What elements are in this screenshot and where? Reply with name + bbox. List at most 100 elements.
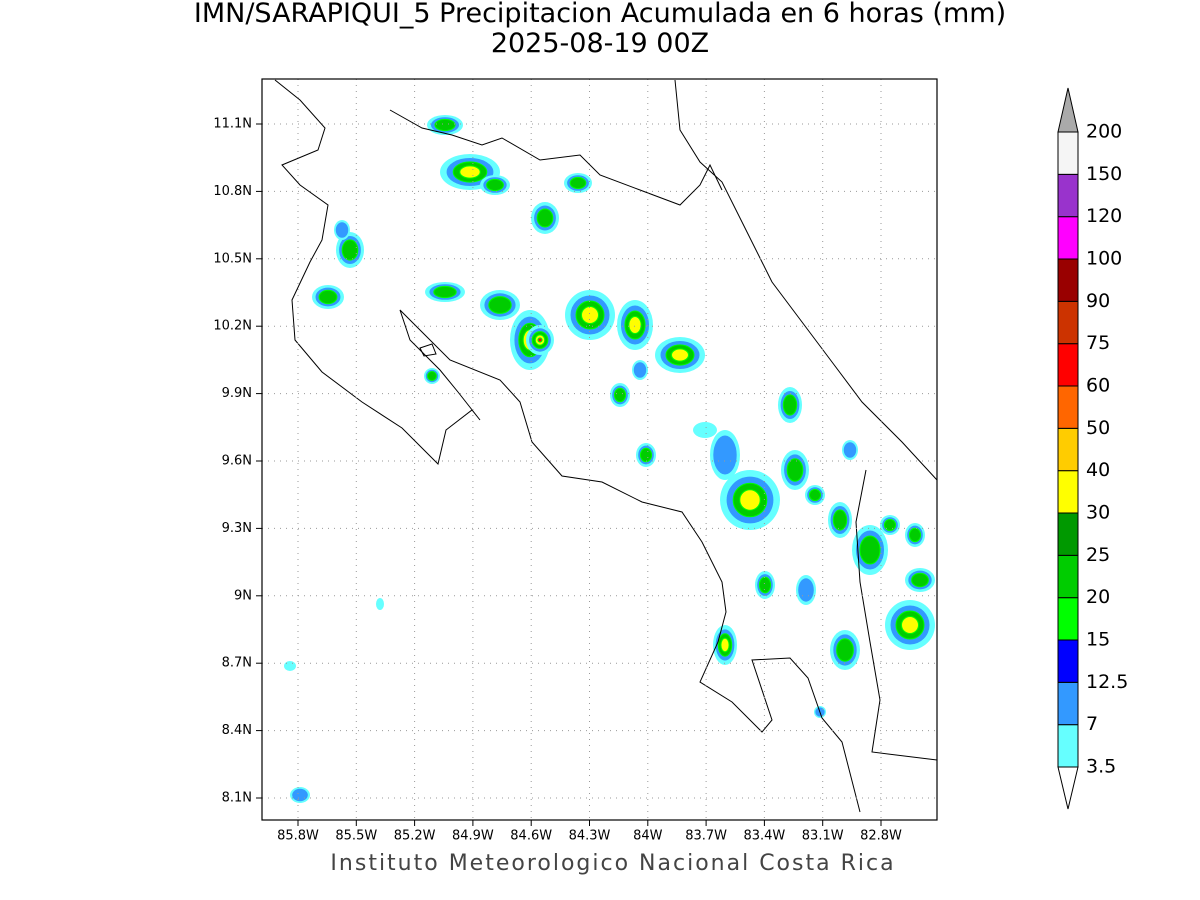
colorbar-label: 7 bbox=[1086, 713, 1098, 735]
precip-cell bbox=[427, 371, 437, 381]
precip-cell bbox=[581, 306, 599, 324]
precip-cell bbox=[376, 598, 384, 610]
lat-tick-label: 10.5N bbox=[213, 251, 252, 266]
precip-cell bbox=[798, 578, 814, 602]
precip-cell bbox=[433, 285, 457, 299]
precip-cell bbox=[292, 788, 308, 802]
precip-cell bbox=[486, 178, 504, 192]
lat-tick-label: 10.8N bbox=[213, 184, 252, 199]
colorbar-label: 200 bbox=[1086, 121, 1122, 143]
graticule: 85.8W 85.5W 85.2W 84.9W 84.6W 84.3W 84W 83.7W 83… bbox=[213, 79, 937, 844]
colorbar-box bbox=[1057, 554, 1079, 599]
precip-cell bbox=[908, 527, 922, 543]
colorbar-label: 150 bbox=[1086, 163, 1122, 185]
colorbar-box bbox=[1057, 216, 1079, 260]
precip-cell bbox=[739, 489, 761, 511]
colorbar-label: 90 bbox=[1086, 290, 1110, 312]
lon-tick-label: 85.2W bbox=[394, 829, 436, 844]
colorbar-box bbox=[1057, 724, 1079, 768]
precipitation-field bbox=[284, 115, 935, 803]
lat-tick-label: 8.7N bbox=[222, 656, 252, 671]
lat-tick-label: 9.9N bbox=[222, 386, 252, 401]
precip-cell bbox=[859, 535, 881, 565]
precip-cell bbox=[537, 337, 543, 343]
precip-cell bbox=[488, 296, 512, 314]
colorbar-box bbox=[1057, 681, 1079, 726]
colorbar-label: 100 bbox=[1086, 248, 1122, 270]
precip-cell bbox=[782, 394, 798, 416]
precip-cell bbox=[434, 118, 456, 132]
colorbar-label: 50 bbox=[1086, 417, 1110, 439]
colorbar-box bbox=[1057, 470, 1079, 514]
precip-cell bbox=[633, 362, 647, 378]
colorbar-box bbox=[1057, 173, 1079, 218]
lon-tick-label: 83.7W bbox=[685, 829, 727, 844]
coastlines bbox=[274, 79, 937, 813]
lon-tick-label: 84.9W bbox=[452, 829, 494, 844]
precip-cell bbox=[843, 442, 857, 458]
lat-tick-label: 9.6N bbox=[222, 454, 252, 469]
precip-cell bbox=[536, 208, 554, 228]
colorbar-label: 3.5 bbox=[1086, 756, 1116, 778]
lon-tick-label: 83.1W bbox=[802, 829, 844, 844]
precip-cell bbox=[341, 239, 359, 261]
lat-tick-label: 9.3N bbox=[222, 521, 252, 536]
colorbar-label: 20 bbox=[1086, 586, 1110, 608]
precip-cell bbox=[901, 616, 919, 634]
precip-cell bbox=[639, 447, 653, 463]
precip-cell bbox=[786, 458, 804, 482]
colorbar-under bbox=[1057, 766, 1079, 810]
colorbar-label: 30 bbox=[1086, 502, 1110, 524]
lat-tick-label: 11.1N bbox=[213, 117, 252, 132]
precip-cell bbox=[569, 176, 587, 190]
lat-tick-label: 9N bbox=[234, 588, 252, 603]
map-frame bbox=[261, 78, 938, 821]
colorbar-label: 40 bbox=[1086, 459, 1110, 481]
precip-cell bbox=[671, 348, 689, 362]
lon-tick-label: 84.6W bbox=[510, 829, 552, 844]
colorbar-label: 120 bbox=[1086, 205, 1122, 227]
precip-cell bbox=[693, 422, 717, 438]
precip-cell bbox=[335, 222, 349, 238]
precip-cell bbox=[911, 572, 929, 588]
lon-tick-label: 82.8W bbox=[860, 829, 902, 844]
colorbar-box bbox=[1057, 343, 1079, 387]
lat-tick-label: 8.1N bbox=[222, 791, 252, 806]
precip-cell bbox=[808, 488, 822, 502]
lat-tick-label: 10.2N bbox=[213, 319, 252, 334]
colorbar-box bbox=[1057, 385, 1079, 429]
colorbar-box bbox=[1057, 512, 1079, 556]
colorbar-box bbox=[1057, 639, 1079, 683]
lon-tick-label: 84.3W bbox=[569, 829, 611, 844]
precip-cell bbox=[720, 637, 730, 653]
colorbar-label: 12.5 bbox=[1086, 671, 1128, 693]
precip-cell bbox=[836, 638, 854, 662]
footer: Instituto Meteorologico Nacional Costa R… bbox=[330, 851, 895, 876]
precip-cell bbox=[713, 435, 737, 475]
precip-cell bbox=[284, 661, 296, 671]
colorbar-box bbox=[1057, 258, 1079, 302]
precip-cell bbox=[832, 509, 848, 531]
lon-tick-label: 85.8W bbox=[277, 829, 319, 844]
colorbar-label: 25 bbox=[1086, 544, 1110, 566]
precip-cell bbox=[883, 518, 897, 532]
colorbar-box bbox=[1057, 427, 1079, 472]
colorbar-box bbox=[1057, 300, 1079, 345]
lat-tick-label: 8.4N bbox=[222, 723, 252, 738]
precip-cell bbox=[459, 165, 481, 179]
colorbar-label: 15 bbox=[1086, 629, 1110, 651]
colorbar-over bbox=[1057, 87, 1079, 133]
precip-cell bbox=[758, 576, 772, 594]
precip-cell bbox=[613, 387, 627, 403]
precip-cell bbox=[318, 289, 338, 305]
lon-tick-label: 85.5W bbox=[335, 829, 377, 844]
colorbar: 3.5 7 12.5 15 20 25 30 40 50 60 75 90 100 120 150 200 bbox=[1057, 87, 1128, 810]
precip-cell bbox=[628, 316, 642, 334]
colorbar-box bbox=[1057, 597, 1079, 641]
colorbar-box bbox=[1057, 131, 1079, 175]
colorbar-label: 75 bbox=[1086, 332, 1110, 354]
subtitle: 2025-08-19 00Z bbox=[491, 28, 709, 59]
colorbar-label: 60 bbox=[1086, 375, 1110, 397]
lon-tick-label: 84W bbox=[633, 829, 663, 844]
